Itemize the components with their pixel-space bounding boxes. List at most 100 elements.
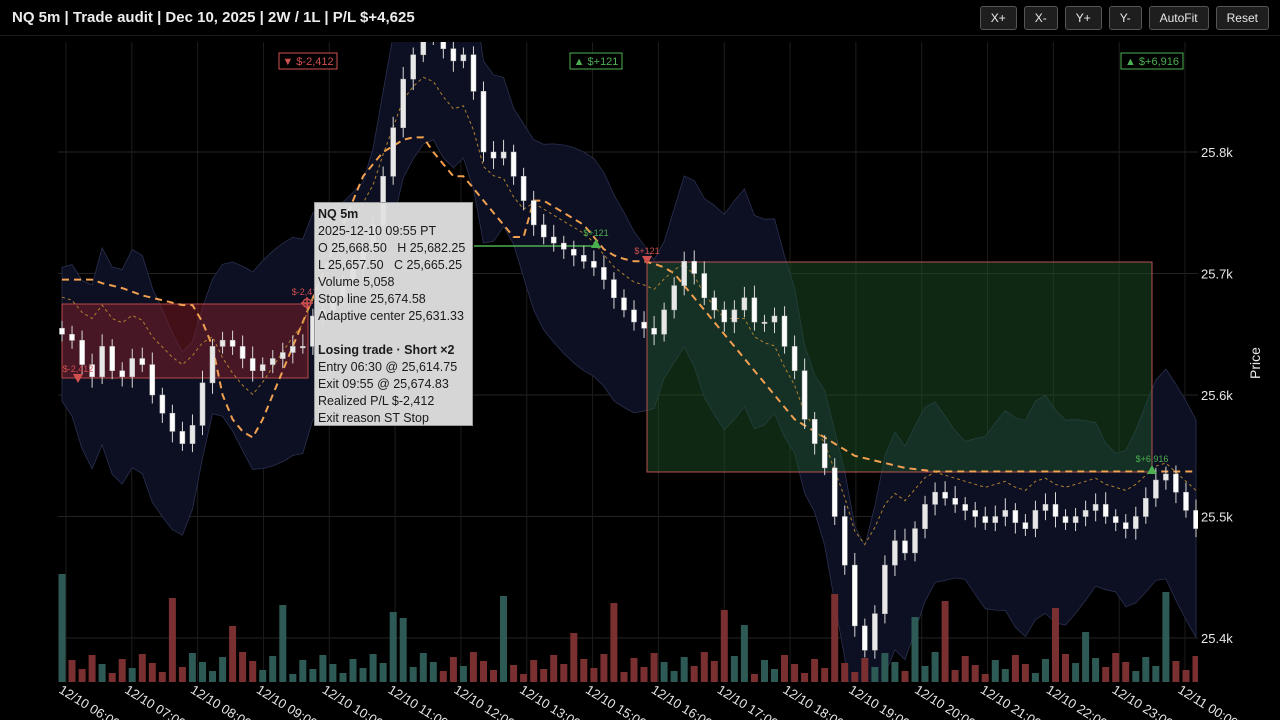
reset-button[interactable]: Reset [1215,6,1269,30]
volume-bar [1162,592,1170,682]
candle [129,358,135,377]
candle [621,297,627,311]
volume-bar [1172,661,1180,682]
trade-marker [73,374,83,383]
x-zoom-out-button[interactable]: X- [1023,6,1058,30]
volume-bar [580,659,588,682]
candle [781,315,788,347]
volume-panel [58,574,1198,682]
candle [229,340,236,347]
volume-bar [690,666,698,682]
y-tick-label: 25.6k [1201,388,1233,403]
volume-bar [700,652,708,682]
volume-bar [429,662,437,682]
volume-bar [339,673,347,682]
candle [280,352,286,359]
candle [1012,510,1019,523]
candle [631,309,637,323]
trade-marker [591,239,601,248]
candle [420,42,427,56]
y-tick-label: 25.7k [1201,267,1233,282]
y-zoom-in-button[interactable]: Y+ [1064,6,1102,30]
candle [179,431,186,444]
volume-bar [369,654,377,682]
volume-bar [399,618,407,682]
autofit-button[interactable]: AutoFit [1148,6,1209,30]
volume-bar [259,670,267,682]
volume-bar [469,652,477,682]
x-tick-label: 12/10 08:00 [188,682,254,720]
candle [390,127,396,177]
x-zoom-in-button[interactable]: X+ [979,6,1017,30]
candle [902,540,908,554]
volume-bar [148,663,156,682]
trade-result-label[interactable]: ▲ $+6,916 [1120,52,1184,70]
adaptive-center-line [61,76,1197,546]
candle [470,54,477,92]
volume-bar [1011,655,1019,682]
winning-trade-zone[interactable] [646,261,1153,473]
x-tick-label: 12/11 00:00 [1175,682,1240,720]
trade-result-box [569,52,623,70]
volume-bar [309,669,317,682]
x-tick-label: 12/10 21:00 [978,682,1044,720]
trade-marker-label: $-2,412 [292,287,323,297]
trade-result-label[interactable]: ▼ $-2,412 [278,52,338,70]
volume-bar [209,671,216,682]
volume-bar [680,657,688,682]
candle [651,327,657,335]
candle [601,267,607,280]
candle [761,321,768,324]
volume-bar [178,667,186,682]
volume-bar [801,673,809,682]
volume-bar [750,674,758,682]
candle [872,613,878,651]
volume-bar [851,672,859,682]
x-tick-label: 12/10 10:00 [320,682,386,720]
volume-bar [58,574,66,682]
trade-marker-label: $+121 [583,228,608,238]
candle [831,467,838,517]
volume-bar [1021,664,1029,682]
tooltip-exit: Exit 09:55 @ 25,674.83 [318,377,449,391]
volume-bar [550,655,558,682]
candle [290,346,296,353]
price-chart[interactable]: $-2,412$-2,412$+121$+121$+6,916 25.4k25.… [0,36,1280,720]
volume-bar [951,670,959,682]
trade-result-text: ▼ $-2,412 [282,56,333,68]
volume-bar [931,652,939,682]
losing-trade-zone[interactable] [61,303,309,379]
volume-bar [720,610,728,682]
volume-bar [911,617,919,682]
x-tick-label: 12/10 11:00 [386,682,451,720]
volume-bar [299,660,307,682]
volume-bar [831,594,839,682]
volume-bar [229,626,237,682]
y-zoom-out-button[interactable]: Y- [1108,6,1142,30]
volume-bar [459,666,467,682]
volume-bar [560,664,568,682]
candle [912,528,918,554]
tooltip-ohlc-2: L 25,657.50 C 25,665.25 [318,258,463,272]
volume-bar [108,673,116,682]
candle [791,346,798,371]
trade-result-label[interactable]: ▲ $+121 [569,52,623,70]
x-tick-label: 12/10 16:00 [649,682,715,720]
candle [1102,504,1109,517]
trade-marker-label: $+6,916 [1136,454,1169,464]
volume-bar [600,654,608,682]
volume-bar [168,598,176,682]
chart-title: NQ 5m | Trade audit | Dec 10, 2025 | 2W … [12,9,415,26]
candle [109,346,115,371]
volume-bar [269,656,277,682]
volume-bar [630,658,638,682]
volume-bar [650,653,658,682]
volume-bar [1122,662,1130,682]
candle [1133,516,1139,529]
volume-bar [419,653,427,682]
volume-bar [249,661,257,682]
candle [500,151,507,159]
x-tick-label: 12/10 15:00 [583,682,649,720]
volume-bar [78,669,86,682]
candle [571,248,577,256]
